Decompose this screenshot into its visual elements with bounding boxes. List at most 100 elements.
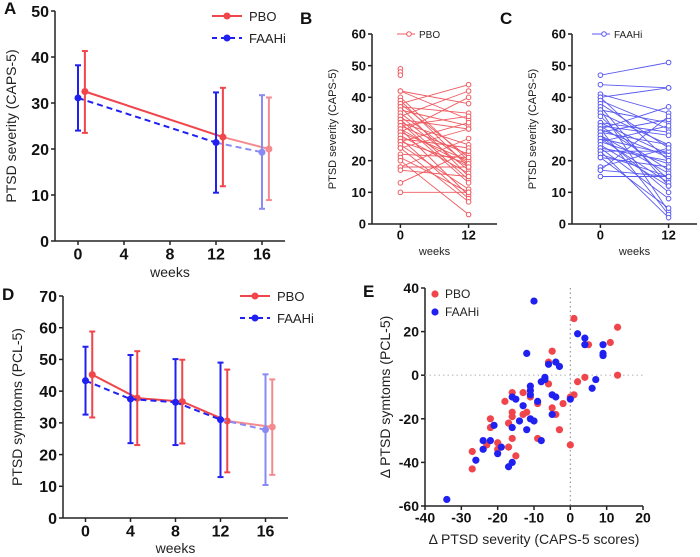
panel-label: E [363,282,374,301]
x-tick-label: -10 [524,510,544,526]
subject-line [600,93,669,114]
scatter-point-faahi [537,378,545,386]
subject-point-week12 [665,173,672,180]
scatter-point-pbo [566,441,574,449]
subject-line [600,125,669,143]
series-line-faahi [215,141,263,154]
data-point-faahi [172,398,179,406]
subject-point-week12 [665,123,672,129]
y-tick-label: 20 [31,142,49,159]
series-line-faahi [220,418,266,431]
subject-point-week12 [665,113,672,120]
scatter-point-faahi [548,391,556,399]
subject-point-week12 [665,85,672,91]
subject-point-week12 [465,119,472,126]
subject-line [600,109,669,124]
subject-line [400,150,469,184]
panel-b: B 0 10 20 30 40 50 60 0 12 weeks PTSD severity (CAP… [300,9,497,258]
scatter-point-pbo [508,413,516,421]
subject-line [600,147,669,162]
subject-point-week12 [465,199,472,205]
subject-line [600,115,669,171]
legend-marker [251,314,259,322]
y-tick-label: 30 [31,96,49,113]
x-tick-label: 0 [597,228,604,243]
subject-line [400,96,469,133]
x-tick-label: 8 [166,246,175,263]
subject-line [400,128,469,149]
subject-point-baseline [397,145,404,151]
scatter-point-faahi [508,423,516,432]
scatter-point-faahi [479,445,487,453]
subject-line [400,153,469,158]
data-point-pbo [223,417,231,425]
subject-point-week12 [665,183,672,189]
scatter-point-pbo [581,373,589,381]
scatter-point-pbo [570,314,578,323]
data-point-pbo [81,88,89,95]
scatter-point-faahi [519,402,527,410]
y-tick-label: 70 [39,289,57,306]
subject-point-baseline [597,167,604,173]
scatter-point-faahi [472,456,480,464]
scatter-point-pbo [486,415,494,423]
subject-line [600,157,669,209]
scatter-point-pbo [555,426,564,434]
y-tick-label: 60 [552,27,566,42]
subject-point-baseline [597,173,604,180]
y-tick-label: 40 [31,50,49,67]
y-tick-label: 50 [31,4,49,21]
subject-line [400,138,469,168]
subject-point-baseline [597,113,604,120]
x-axis-label: weeks [155,540,196,556]
scatter-point-faahi [523,426,531,434]
x-tick-label: 12 [212,523,230,540]
subject-point-baseline [397,180,404,186]
legend-marker [601,31,607,37]
y-tick-label: 60 [352,27,366,42]
data-point-faahi [74,94,82,102]
y-tick-label: 10 [552,185,566,200]
subject-line [600,106,669,130]
data-point-faahi [258,148,266,156]
subject-line [400,138,469,200]
subject-point-week12 [465,173,472,180]
scatter-point-faahi [504,463,513,471]
scatter-point-faahi [494,450,502,458]
scatter-point-faahi [592,375,600,384]
subject-line [600,141,669,165]
x-tick-label: 10 [599,510,615,526]
x-tick-label: 12 [207,246,225,263]
x-tick-label: 12 [661,228,675,243]
y-tick-label: 50 [352,58,366,73]
subject-line [600,119,669,133]
y-tick-label: 50 [39,352,57,369]
scatter-point-pbo [559,399,567,408]
subject-line [600,112,669,146]
subject-line [400,90,469,120]
scatter-point-faahi [490,421,498,429]
subject-point-week12 [665,104,672,110]
x-tick-label: 0 [74,246,83,263]
scatter-point-faahi [526,391,534,399]
y-axis-label: PTSD severity (CAPS-5) [3,49,19,202]
subject-line [600,150,669,218]
subject-line [400,90,469,105]
data-point-faahi [82,377,89,385]
subject-line [400,84,469,105]
scatter-point-faahi [534,397,542,405]
y-axis-label: Δ PTSD symtoms (PCL-5) [377,316,393,479]
scatter-point-faahi [581,341,589,349]
x-axis-label: weeks [618,246,651,258]
x-tick-label: 12 [461,228,475,243]
panel-d: D 0 10 20 30 40 50 60 70 0 4 8 12 16 weeks PTSD symptom… [2,285,314,556]
subject-point-baseline [397,72,404,78]
panel-label: A [4,0,16,18]
subject-point-baseline [397,88,404,94]
scatter-point-faahi [548,410,556,419]
series-line-faahi [130,398,176,404]
x-tick-label: -20 [488,510,508,526]
x-tick-label: 16 [257,523,275,540]
